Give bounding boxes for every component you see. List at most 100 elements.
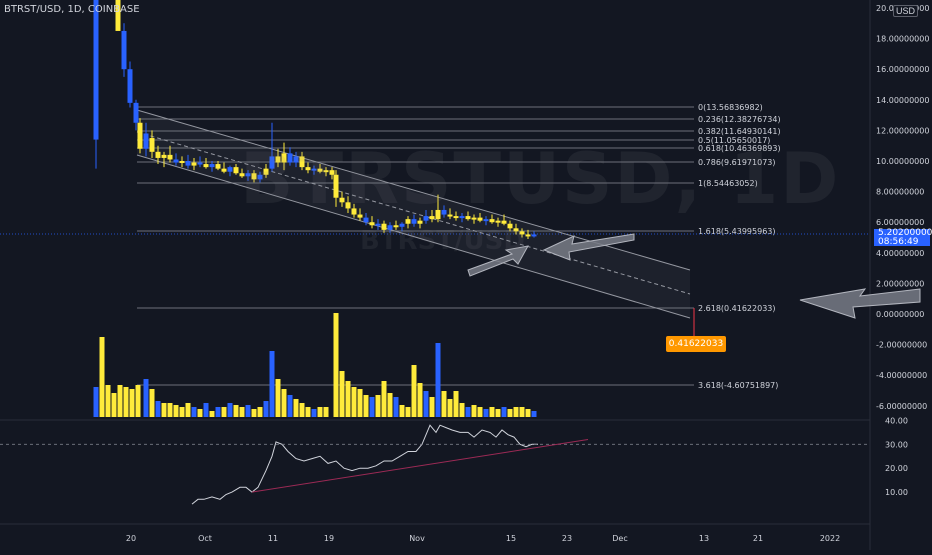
volume-bar [399,405,405,417]
candle-body [221,168,227,172]
volume-bar [339,371,345,417]
time-axis-label: Nov [409,534,425,543]
volume-bar [135,385,141,417]
candle-body [317,168,323,172]
candle-body [423,216,429,221]
indicator-pane [0,424,870,505]
volume-bar [477,407,483,417]
fib-level-label: 1(8.54463052) [698,179,758,188]
volume-bar [345,381,351,417]
candle-body [387,225,393,230]
annotation-arrows[interactable] [467,233,921,319]
price-axis-label: 0.00000000 [876,310,924,319]
volume-bar [417,383,423,417]
volume-bar [435,343,441,417]
candle-body [339,197,345,203]
channel-fill [137,110,690,318]
big-arrow-annotation [799,288,921,319]
rsi-trendline [251,439,589,493]
symbol-watermark: BTRSTUSD, 1D [240,138,841,220]
volume-bar [191,407,197,417]
current-price-value: 5.20200000 [878,228,932,238]
price-axis-label: 2.00000000 [876,279,924,288]
volume-bar [179,407,185,417]
volume-bar [357,389,363,417]
time-axis-label: 23 [562,534,572,543]
candle-body [459,216,465,219]
volume-bar [263,401,269,417]
volume-bar [305,407,311,417]
tiny-arrow-annotation [467,245,529,277]
candle-body [275,156,281,163]
time-axis-label: Dec [612,534,627,543]
volume-bar [167,403,173,417]
volume-bar [293,399,299,417]
volume-bar [197,409,203,417]
price-axis-label: 8.00000000 [876,188,924,197]
candle-body [185,161,191,166]
candle-body [197,162,203,165]
candle-body [239,173,245,177]
volume-bar [233,405,239,417]
fib-level-label: 1.618(5.43995963) [698,227,776,236]
candle-body [227,167,233,172]
fib-level-label: 3.618(-4.60751897) [698,381,778,390]
volume-bar [501,407,507,417]
volume-bar [495,409,501,417]
candle-body [513,228,519,232]
candle-body [203,164,209,168]
volume-bar [393,397,399,417]
price-axis-label: -2.00000000 [876,341,927,350]
price-axis-label: 12.00000000 [876,126,929,135]
candle-body [167,154,173,160]
candle-body [453,216,459,219]
candle-body [525,234,531,237]
candle-body [127,69,133,103]
candle-body [417,220,423,224]
volume-bar [317,407,323,417]
candle-body [329,170,335,175]
volume-bar [111,393,117,417]
candle-body [257,174,263,180]
candle-body [269,156,275,169]
fib-level-label: 2.618(0.41622033) [698,304,776,313]
candle-body [405,219,411,224]
volume-bar [203,403,209,417]
fib-retracement[interactable]: 0(13.56836982) 0.236(12.38276734) 0.382(11… [0,103,870,390]
candle-body [447,214,453,217]
volume-bar [251,409,257,417]
indicator-axis-label: 40.00 [885,416,908,425]
volume-bar [129,389,135,417]
candle-body [393,225,399,228]
volume-bar [299,403,305,417]
volume-bar [221,407,227,417]
channel-median [136,131,691,295]
volume-bar [99,337,105,417]
bar-countdown: 08:56:49 [878,236,919,247]
volume-bar [269,351,275,417]
volume-bar [245,405,251,417]
volume-bar [507,409,513,417]
candle-body [263,168,269,175]
volume-bar [215,407,221,417]
volume-bar [93,387,99,417]
fib-level-label: 0.618(10.46369893) [698,144,781,153]
volume-bar [149,389,155,417]
volume-bar [387,393,393,417]
currency-badge[interactable]: USD [893,5,919,17]
candle-body [251,173,257,180]
volume-bar [275,379,281,417]
fib-level-label: 0.382(11.64930141) [698,127,781,136]
candle-body [215,164,221,169]
candle-body [369,222,375,226]
candle-body [333,174,339,198]
volume-bar [483,409,489,417]
symbol-label[interactable]: BTRST/USD, 1D, COINBASE [4,4,140,15]
candle-body [381,223,387,230]
candle-body [477,217,483,221]
volume-bar [411,365,417,417]
price-axis-label: 4.00000000 [876,249,924,258]
